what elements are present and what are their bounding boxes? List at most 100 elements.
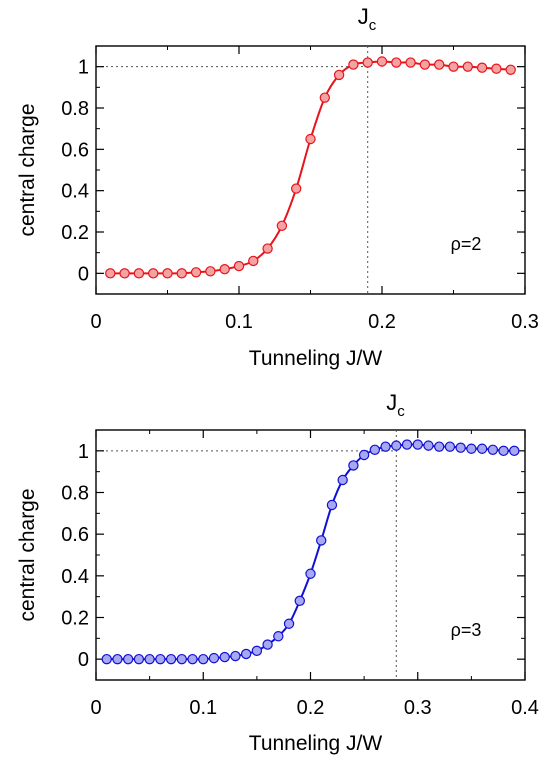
data-point — [219, 264, 230, 275]
data-point — [165, 653, 177, 665]
x-tick-label: 0 — [90, 311, 101, 333]
data-point — [358, 449, 370, 461]
y-tick-label: 0 — [78, 263, 89, 285]
data-point — [133, 268, 145, 279]
data-point — [448, 61, 459, 72]
y-axis-label: central charge — [16, 103, 39, 236]
data-point — [423, 440, 434, 451]
data-point — [219, 651, 230, 663]
data-point — [122, 653, 134, 665]
y-tick-label: 0.6 — [61, 139, 89, 161]
critical-label: Jc — [386, 390, 405, 420]
critical-label-subscript: c — [369, 17, 377, 34]
data-point — [262, 639, 273, 650]
chart-panel-2: 0 0.1 0.2 0.3 0.4 0 0.2 0.4 0.6 0.8 1 Tunneling J/W… — [16, 390, 539, 755]
x-tick-label: 0.2 — [297, 697, 325, 719]
critical-label: Jc — [358, 4, 377, 34]
y-tick-label: 0 — [78, 649, 89, 671]
data-point — [262, 243, 273, 254]
plot-frame — [95, 45, 526, 295]
x-tick-label: 0 — [90, 697, 101, 719]
data-point — [305, 133, 316, 145]
chart-panel-1: 0 0.1 0.2 0.3 0 0.2 0.4 0.6 0.8 1 Tunneling J/W cen… — [16, 4, 539, 370]
data-point — [208, 652, 220, 664]
data-point — [316, 535, 327, 546]
data-point — [273, 631, 284, 642]
x-tick-label: 0.3 — [511, 311, 539, 333]
x-tick-label: 0.1 — [189, 697, 217, 719]
data-point — [376, 56, 388, 67]
density-annotation: ρ=3 — [451, 620, 482, 640]
y-tick-label: 1 — [78, 57, 89, 79]
data-point — [498, 445, 509, 457]
density-annotation: ρ=2 — [451, 234, 482, 254]
y-tick-label: 0.8 — [61, 98, 89, 120]
data-point — [144, 653, 155, 665]
y-tick-label: 1 — [78, 441, 89, 463]
x-axis-label: Tunneling J/W — [249, 347, 383, 370]
plot-frame — [95, 429, 526, 681]
data-point — [434, 441, 445, 452]
data-point — [380, 441, 391, 452]
data-point — [190, 267, 202, 278]
data-point — [176, 653, 187, 665]
x-tick-label: 0.3 — [404, 697, 432, 719]
data-point — [283, 618, 295, 629]
data-point — [291, 183, 302, 194]
data-point — [391, 57, 402, 68]
y-tick-label: 0.8 — [61, 483, 89, 505]
data-point — [305, 568, 316, 579]
data-point — [319, 92, 330, 103]
data-point — [326, 499, 338, 511]
data-point — [369, 444, 381, 455]
y-tick-label: 0.4 — [61, 181, 89, 203]
data-point — [105, 268, 116, 279]
y-tick-label: 0.6 — [61, 524, 89, 546]
data-point — [466, 443, 477, 454]
data-point — [294, 595, 305, 607]
data-point — [337, 474, 348, 486]
data-point — [412, 439, 423, 450]
y-axis-label: central charge — [16, 488, 39, 621]
data-point — [205, 266, 216, 277]
data-point — [176, 268, 187, 279]
data-point — [505, 64, 516, 75]
data-point — [491, 63, 502, 74]
y-tick-label: 0.2 — [61, 608, 89, 630]
data-point — [133, 653, 145, 665]
data-point — [401, 439, 413, 450]
data-point — [112, 653, 123, 665]
data-point — [333, 69, 345, 81]
y-tick-label: 0.4 — [61, 566, 89, 588]
data-point — [248, 255, 259, 267]
data-point — [101, 653, 112, 665]
x-tick-label: 0.4 — [511, 697, 539, 719]
data-point — [462, 61, 473, 72]
data-point — [391, 440, 402, 451]
critical-label-subscript: c — [397, 403, 405, 420]
data-point — [198, 653, 209, 665]
x-axis-label: Tunneling J/W — [249, 732, 383, 755]
data-point — [348, 59, 359, 70]
data-point — [444, 441, 456, 452]
data-point — [233, 260, 245, 272]
data-point — [476, 62, 488, 73]
data-point — [162, 268, 173, 279]
data-point — [362, 57, 373, 68]
data-point — [434, 59, 445, 70]
x-tick-label: 0.2 — [368, 311, 396, 333]
y-tick-label: 0.2 — [61, 222, 89, 244]
data-point — [251, 645, 263, 657]
data-point — [348, 460, 359, 471]
data-point — [155, 653, 166, 665]
data-point — [405, 57, 416, 68]
data-point — [119, 268, 130, 279]
data-point — [240, 648, 252, 660]
x-tick-label: 0.1 — [225, 311, 253, 333]
data-point — [476, 443, 488, 454]
data-point — [455, 442, 466, 453]
data-point — [147, 268, 159, 279]
data-point — [187, 653, 198, 665]
data-point — [509, 445, 520, 457]
